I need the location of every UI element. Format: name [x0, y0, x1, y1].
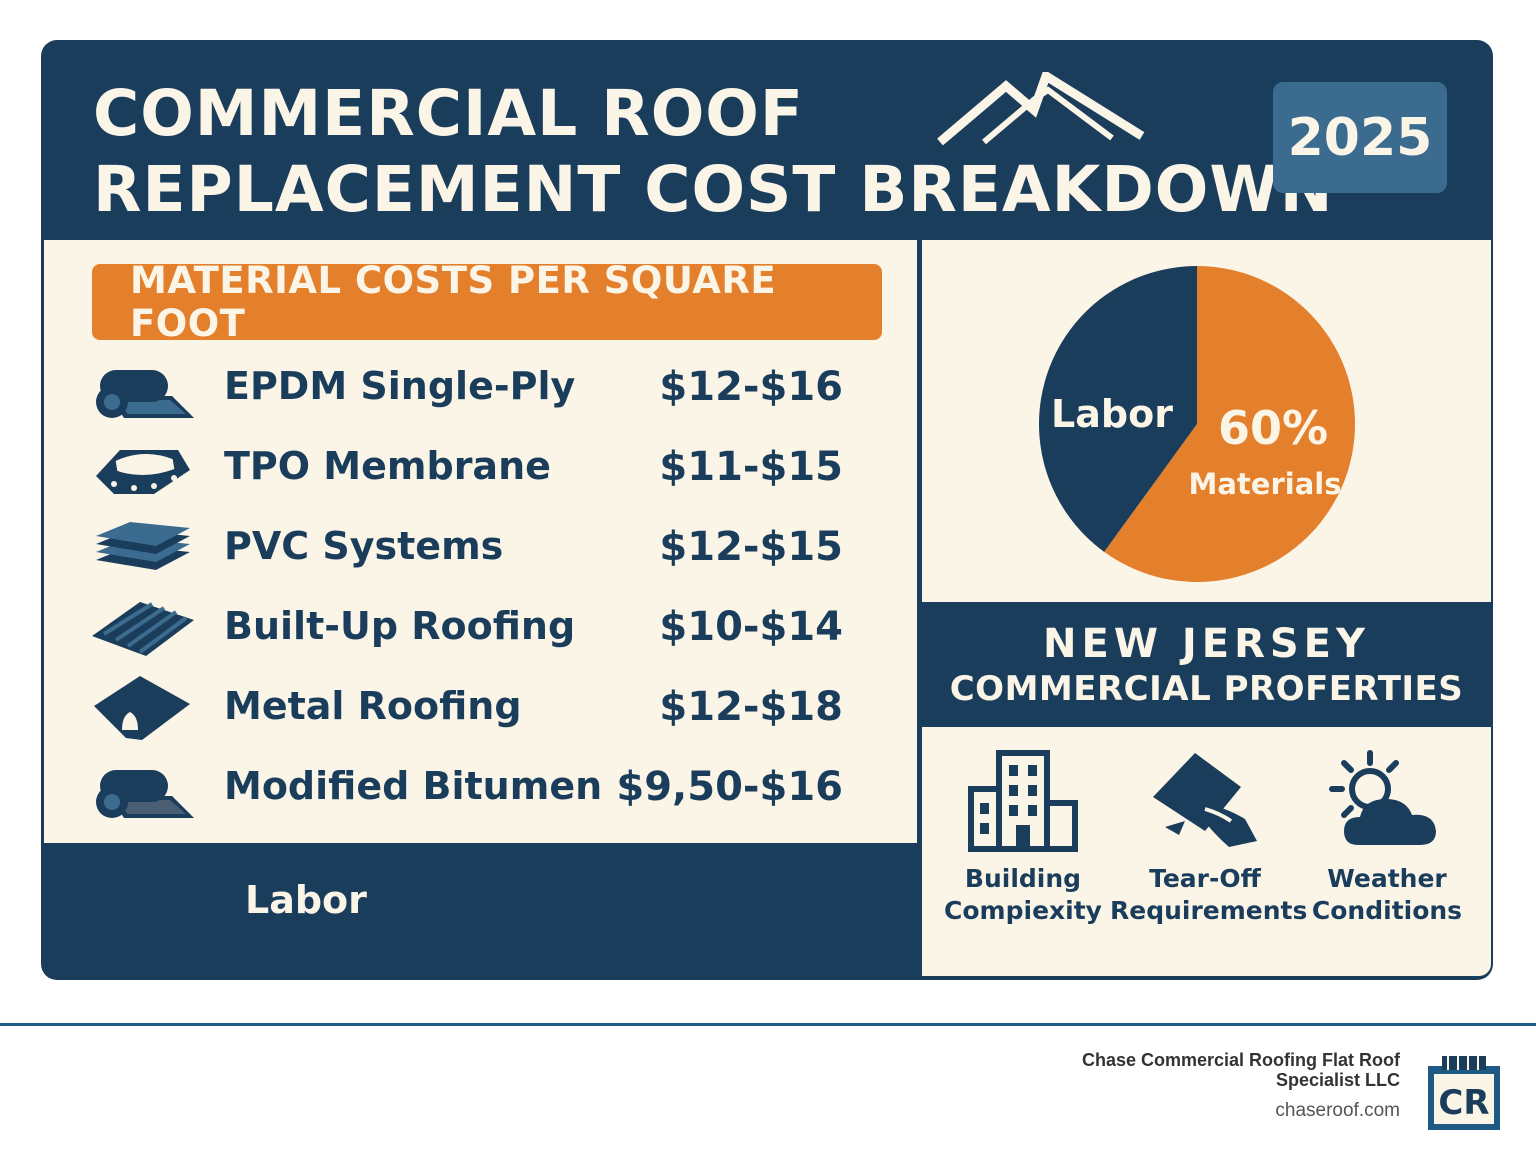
pie-slice-labor	[1039, 266, 1197, 552]
pie-label-labor: Labor	[1051, 392, 1173, 436]
page-title: COMMERCIAL ROOF REPLACEMENT COST BREAKDO…	[93, 76, 1334, 228]
factor-label-line: Building	[964, 864, 1082, 893]
pie-slice-materials	[1104, 266, 1355, 582]
material-costs-heading: MATERIAL COSTS PER SQUARE FOOT	[92, 259, 882, 345]
material-name: PVC Systems	[224, 524, 504, 568]
material-row-metal: Metal Roofing $12-$18	[44, 670, 917, 750]
company-name-line: Specialist LLC	[1275, 1070, 1400, 1090]
factor-label-line: Conditions	[1311, 896, 1463, 925]
material-name: TPO Membrane	[224, 444, 551, 488]
website-link[interactable]: chaseroof.com	[1275, 1100, 1400, 1121]
material-price: $12-$18	[659, 684, 843, 730]
membrane-roll-icon	[96, 370, 194, 418]
year-badge: 2025	[1273, 82, 1447, 193]
logo-text: CR	[1438, 1083, 1489, 1123]
roof-outline-icon	[937, 72, 1145, 146]
material-row-pvc: PVC Systems $12-$15	[44, 510, 917, 590]
pie-label-materials: Materials	[1189, 467, 1342, 501]
material-price: $12-$16	[659, 364, 843, 410]
metal-roof-icon	[94, 676, 190, 740]
membrane-sheet-icon	[96, 450, 190, 494]
region-subtitle: COMMERCIAL PROFERTIES	[949, 668, 1464, 709]
factor-weather-conditions: Weather Conditions	[1292, 747, 1482, 927]
region-title: NEW JERSEY	[1043, 620, 1370, 667]
material-name: Built-Up Roofing	[224, 604, 576, 648]
bitumen-roll-icon	[96, 770, 194, 818]
factor-label: Building Compiexity	[928, 863, 1118, 927]
title-line-2: REPLACEMENT COST BREAKDOWN	[93, 153, 1334, 226]
stacked-layers-icon	[96, 522, 190, 570]
material-name: Modified Bitumen	[224, 764, 603, 808]
corrugated-panel-icon	[92, 602, 194, 656]
tear-off-icon	[1153, 753, 1257, 847]
cost-factors-panel: Building Compiexity Tear-Off Requirement…	[922, 727, 1491, 976]
factor-building-complexity: Building Compiexity	[928, 747, 1118, 927]
material-row-built-up: Built-Up Roofing $10-$14	[44, 590, 917, 670]
material-name: Metal Roofing	[224, 684, 522, 728]
material-price: $9,50-$16	[616, 764, 843, 810]
factor-label-line: Requirements	[1110, 896, 1308, 925]
material-row-modified-bitumen: Modified Bitumen $9,50-$16	[44, 750, 917, 830]
building-icon	[968, 750, 1078, 852]
material-name: EPDM Single-Ply	[224, 364, 576, 408]
company-logo: CR	[1428, 1056, 1500, 1130]
factor-label-line: Tear-Off	[1149, 864, 1261, 893]
cost-split-pie-chart: Labor 60% Materials	[1039, 266, 1355, 582]
factor-label: Weather Conditions	[1292, 863, 1482, 927]
labor-label: Labor	[245, 878, 367, 922]
factor-label: Tear-Off Requirements	[1110, 863, 1308, 927]
material-costs-panel: MATERIAL COSTS PER SQUARE FOOT EPDM Sing…	[44, 240, 917, 843]
infographic-card: COMMERCIAL ROOF REPLACEMENT COST BREAKDO…	[41, 40, 1493, 980]
footer-divider	[0, 1023, 1536, 1026]
sun-cloud-icon	[1329, 750, 1436, 845]
company-name: Chase Commercial Roofing Flat Roof Speci…	[1082, 1050, 1400, 1090]
material-price: $10-$14	[659, 604, 843, 650]
material-row-epdm: EPDM Single-Ply $12-$16	[44, 350, 917, 430]
material-row-tpo: TPO Membrane $11-$15	[44, 430, 917, 510]
pie-value-materials: 60%	[1218, 401, 1328, 455]
region-heading: NEW JERSEY COMMERCIAL PROFERTIES	[922, 606, 1491, 723]
material-price: $12-$15	[659, 524, 843, 570]
factor-tear-off-requirements: Tear-Off Requirements	[1110, 747, 1308, 927]
factor-label-line: Compiexity	[944, 896, 1102, 925]
cost-split-panel: Labor 60% Materials	[922, 240, 1491, 602]
factor-label-line: Weather	[1327, 864, 1447, 893]
company-name-line: Chase Commercial Roofing Flat Roof	[1081, 1050, 1400, 1070]
material-price: $11-$15	[659, 444, 843, 490]
title-line-1: COMMERCIAL ROOF	[93, 77, 804, 150]
